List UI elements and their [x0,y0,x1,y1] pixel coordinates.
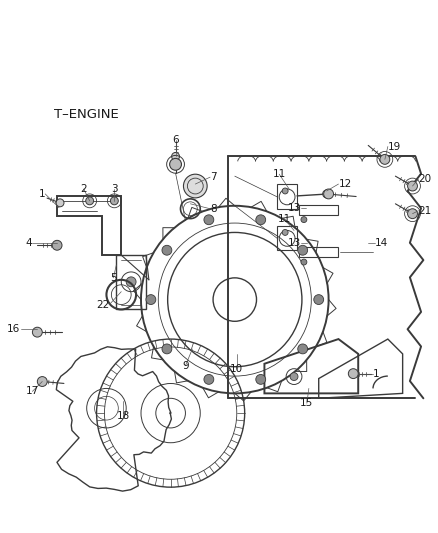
Circle shape [350,370,357,377]
Circle shape [314,295,324,304]
Circle shape [409,209,417,217]
Text: 16: 16 [7,324,21,334]
Circle shape [301,259,307,265]
Text: 21: 21 [418,206,432,216]
Text: 5: 5 [110,273,117,283]
Text: 1: 1 [373,369,380,378]
Text: 22: 22 [96,300,110,310]
Circle shape [162,245,172,255]
Circle shape [323,190,331,198]
Circle shape [170,158,181,170]
Text: 19: 19 [388,142,401,151]
Circle shape [282,188,288,194]
Text: 13: 13 [288,238,301,248]
Circle shape [52,240,62,250]
Text: 17: 17 [26,386,39,397]
Text: 3: 3 [111,184,118,194]
Text: 20: 20 [418,174,431,184]
Circle shape [38,377,46,385]
Circle shape [32,327,42,337]
Circle shape [282,230,288,236]
Text: T–ENGINE: T–ENGINE [54,108,119,122]
Circle shape [204,375,214,384]
Circle shape [126,277,136,287]
Circle shape [53,241,61,249]
Circle shape [408,181,417,191]
Circle shape [184,174,207,198]
Text: 12: 12 [339,179,352,189]
Circle shape [256,375,266,384]
Text: 15: 15 [300,398,314,408]
Circle shape [204,215,214,225]
Text: 11: 11 [272,169,286,179]
Circle shape [86,197,94,205]
Circle shape [301,216,307,223]
Text: 18: 18 [117,411,130,421]
Circle shape [298,245,307,255]
Circle shape [110,197,118,205]
Circle shape [146,295,156,304]
Text: 4: 4 [26,238,32,248]
Circle shape [37,377,47,386]
Circle shape [162,344,172,354]
Text: 10: 10 [230,364,244,374]
Text: 1: 1 [39,189,45,199]
Text: 8: 8 [210,204,217,214]
Circle shape [324,189,333,199]
Circle shape [381,156,389,163]
Text: 6: 6 [172,135,179,144]
Text: 2: 2 [81,184,87,194]
Text: 13: 13 [288,203,301,213]
Circle shape [408,209,417,219]
Circle shape [56,199,64,207]
Text: 14: 14 [375,238,388,248]
Circle shape [298,344,307,354]
Text: 7: 7 [210,172,217,182]
Circle shape [172,152,180,160]
Circle shape [409,182,417,190]
Text: 11: 11 [278,214,291,224]
Circle shape [256,215,266,225]
Circle shape [33,328,41,336]
Circle shape [290,373,298,381]
Circle shape [348,369,358,378]
Circle shape [380,155,390,164]
Text: 9: 9 [182,361,189,371]
